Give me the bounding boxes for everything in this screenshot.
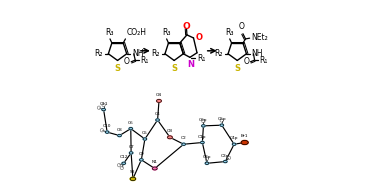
Text: C5p: C5p xyxy=(217,117,226,121)
Text: S: S xyxy=(115,64,121,73)
Text: S: S xyxy=(171,64,177,73)
Text: N1: N1 xyxy=(152,160,158,164)
Text: O4: O4 xyxy=(156,93,162,97)
Text: C11: C11 xyxy=(99,102,108,106)
Text: C3p: C3p xyxy=(221,154,229,158)
Text: O: O xyxy=(196,33,203,42)
Text: C8: C8 xyxy=(117,128,122,132)
Text: C7: C7 xyxy=(128,145,134,149)
Text: C12: C12 xyxy=(119,155,128,159)
Text: NH: NH xyxy=(132,49,143,58)
Text: R₃: R₃ xyxy=(105,28,114,37)
Text: O: O xyxy=(124,57,130,66)
Ellipse shape xyxy=(139,159,143,161)
Text: R₂: R₂ xyxy=(214,49,223,58)
Ellipse shape xyxy=(241,140,248,145)
Text: C9: C9 xyxy=(138,152,144,156)
Ellipse shape xyxy=(143,138,147,140)
Ellipse shape xyxy=(220,124,224,126)
Text: C4p: C4p xyxy=(230,136,239,140)
Text: R₂: R₂ xyxy=(94,49,103,58)
Text: C10: C10 xyxy=(103,124,112,128)
Ellipse shape xyxy=(118,134,121,137)
Text: C2p: C2p xyxy=(203,155,211,159)
Text: CO₂H: CO₂H xyxy=(126,28,146,37)
Ellipse shape xyxy=(182,143,186,145)
Text: S: S xyxy=(234,64,240,73)
Text: C1p: C1p xyxy=(198,134,207,139)
Ellipse shape xyxy=(167,136,172,139)
Ellipse shape xyxy=(205,162,209,165)
Text: R₁: R₁ xyxy=(140,56,149,65)
Ellipse shape xyxy=(130,177,136,181)
Text: NH: NH xyxy=(252,49,263,58)
Text: N: N xyxy=(187,60,194,69)
Text: S8: S8 xyxy=(130,170,136,174)
Ellipse shape xyxy=(232,143,236,145)
Ellipse shape xyxy=(201,125,205,127)
Text: R₁: R₁ xyxy=(260,56,268,65)
Text: C4: C4 xyxy=(155,112,160,116)
Text: NEt₂: NEt₂ xyxy=(251,33,268,42)
Ellipse shape xyxy=(129,152,133,154)
Ellipse shape xyxy=(156,99,161,102)
Ellipse shape xyxy=(105,131,109,133)
Text: C6p: C6p xyxy=(199,118,208,122)
Text: R₂: R₂ xyxy=(151,49,160,58)
Text: Br1: Br1 xyxy=(241,134,248,138)
Ellipse shape xyxy=(129,127,133,130)
Text: O: O xyxy=(243,57,249,66)
Ellipse shape xyxy=(152,167,157,170)
Text: R₁: R₁ xyxy=(197,54,205,63)
Text: C6: C6 xyxy=(128,121,134,125)
Text: R₃: R₃ xyxy=(162,28,170,37)
Ellipse shape xyxy=(223,160,227,163)
Text: R₃: R₃ xyxy=(225,28,234,37)
Text: O3: O3 xyxy=(167,129,173,133)
Ellipse shape xyxy=(102,108,105,111)
Text: O: O xyxy=(183,22,191,31)
Ellipse shape xyxy=(156,119,160,121)
Ellipse shape xyxy=(122,162,125,165)
Text: C5: C5 xyxy=(142,131,148,135)
Text: O: O xyxy=(239,22,245,31)
Text: C2: C2 xyxy=(181,136,187,140)
Ellipse shape xyxy=(200,141,204,144)
